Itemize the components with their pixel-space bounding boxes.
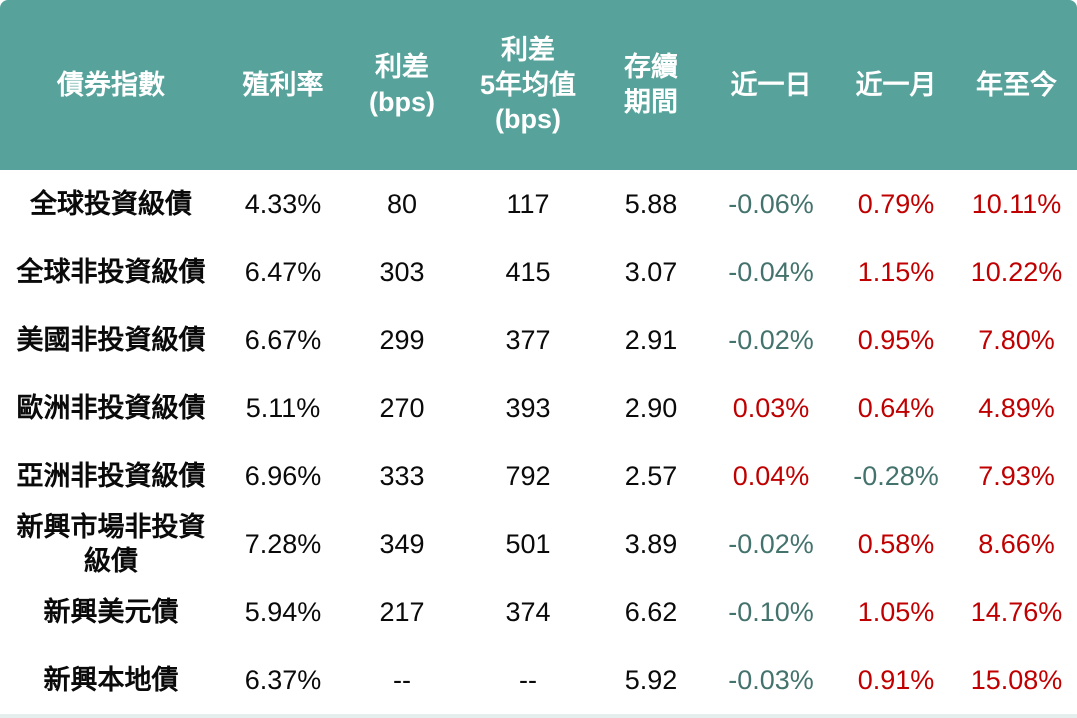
col-header-bond-index: 債券指數 [57,69,165,100]
cell-chg-ytd: 8.66% [978,529,1055,559]
cell-yield: 6.96% [244,460,322,491]
cell-chg-1d: -0.06% [728,188,814,219]
cell-chg-ytd: 10.22% [970,256,1063,287]
cell-spread-5y-avg: -- [519,665,537,696]
cell-spread-5y-avg: 374 [505,597,551,628]
cell-spread: 303 [379,256,425,287]
cell-spread: 270 [379,392,425,423]
cell-name: 全球非投資級債 [16,256,206,287]
cell-yield: 7.28% [244,529,322,559]
col-header-1d: 近一日 [730,69,812,100]
cell-chg-1d: -0.03% [728,665,814,696]
cell-chg-1m: 0.95% [857,324,935,355]
cell-duration: 2.90 [624,392,678,423]
cell-spread-5y-avg: 393 [505,392,551,423]
cell-chg-1d: -0.04% [728,256,814,287]
table-row: 全球非投資級債 6.47% 303 415 3.07 -0.04% 1.15% … [0,238,1077,306]
col-header-yield: 殖利率 [242,69,324,100]
cell-chg-1d: 0.03% [732,392,810,423]
cell-duration: 3.89 [624,529,678,559]
cell-spread-5y-avg: 792 [505,460,551,491]
cell-spread: 217 [379,597,425,628]
cell-spread-5y-avg: 377 [505,324,551,355]
col-header-1m: 近一月 [855,69,937,100]
cell-chg-1m: 0.64% [857,392,935,423]
cell-spread-5y-avg: 117 [506,188,550,219]
cell-yield: 6.67% [244,324,322,355]
table-row: 亞洲非投資級債 6.96% 333 792 2.57 0.04% -0.28% … [0,442,1077,510]
cell-name: 新興市場非投資級債 [16,512,206,577]
cell-chg-1d: 0.04% [732,460,810,491]
cell-duration: 2.57 [624,460,678,491]
cell-spread: 333 [379,460,425,491]
cell-chg-ytd: 10.11% [971,188,1062,219]
cell-name: 亞洲非投資級債 [16,460,206,491]
cell-duration: 5.92 [624,665,678,696]
table-row: 新興美元債 5.94% 217 374 6.62 -0.10% 1.05% 14… [0,578,1077,646]
header-row: 債券指數 殖利率 利差 (bps) 利差 5年均值 (bps) 存續 期間 近一… [0,0,1077,170]
col-header-duration: 存續 期間 [624,52,678,117]
cell-name: 新興美元債 [43,597,179,628]
cell-yield: 6.47% [244,256,322,287]
cell-name: 新興本地債 [43,665,179,696]
cell-duration: 3.07 [624,256,678,287]
cell-spread: 299 [379,324,425,355]
cell-name: 美國非投資級債 [16,324,206,355]
cell-chg-ytd: 7.80% [978,324,1055,355]
table-row: 歐洲非投資級債 5.11% 270 393 2.90 0.03% 0.64% 4… [0,374,1077,442]
col-header-spread-5y-avg: 利差 5年均值 (bps) [479,35,577,135]
bottom-accent-strip [0,714,1077,718]
cell-yield: 6.37% [244,665,322,696]
cell-duration: 2.91 [624,324,678,355]
cell-chg-ytd: 4.89% [978,392,1055,423]
cell-duration: 5.88 [624,188,678,219]
cell-chg-1m: 0.91% [857,665,935,696]
cell-chg-ytd: 14.76% [970,597,1063,628]
cell-chg-1d: -0.10% [728,597,814,628]
cell-spread-5y-avg: 501 [505,529,551,559]
cell-chg-ytd: 15.08% [970,665,1063,696]
col-header-ytd: 年至今 [976,69,1057,100]
cell-spread: 349 [379,529,425,559]
cell-spread-5y-avg: 415 [505,256,551,287]
cell-yield: 4.33% [244,188,322,219]
table-row: 全球投資級債 4.33% 80 117 5.88 -0.06% 0.79% 10… [0,170,1077,238]
cell-chg-1d: -0.02% [728,529,814,559]
cell-chg-1m: -0.28% [853,460,939,491]
cell-name: 全球投資級債 [30,188,192,219]
cell-name: 歐洲非投資級債 [16,392,206,423]
cell-chg-1m: 0.58% [857,529,935,559]
col-header-spread: 利差 (bps) [369,52,435,117]
cell-duration: 6.62 [624,597,678,628]
cell-yield: 5.11% [245,392,321,423]
table-row: 新興本地債 6.37% -- -- 5.92 -0.03% 0.91% 15.0… [0,646,1077,714]
cell-chg-1m: 0.79% [857,188,935,219]
table-row: 美國非投資級債 6.67% 299 377 2.91 -0.02% 0.95% … [0,306,1077,374]
cell-spread: -- [393,665,411,696]
cell-chg-1d: -0.02% [728,324,814,355]
cell-chg-1m: 1.05% [857,597,935,628]
cell-chg-ytd: 7.93% [978,460,1055,491]
cell-spread: 80 [386,188,418,219]
cell-yield: 5.94% [244,597,322,628]
table-row: 新興市場非投資級債 7.28% 349 501 3.89 -0.02% 0.58… [0,510,1077,578]
cell-chg-1m: 1.15% [857,256,935,287]
